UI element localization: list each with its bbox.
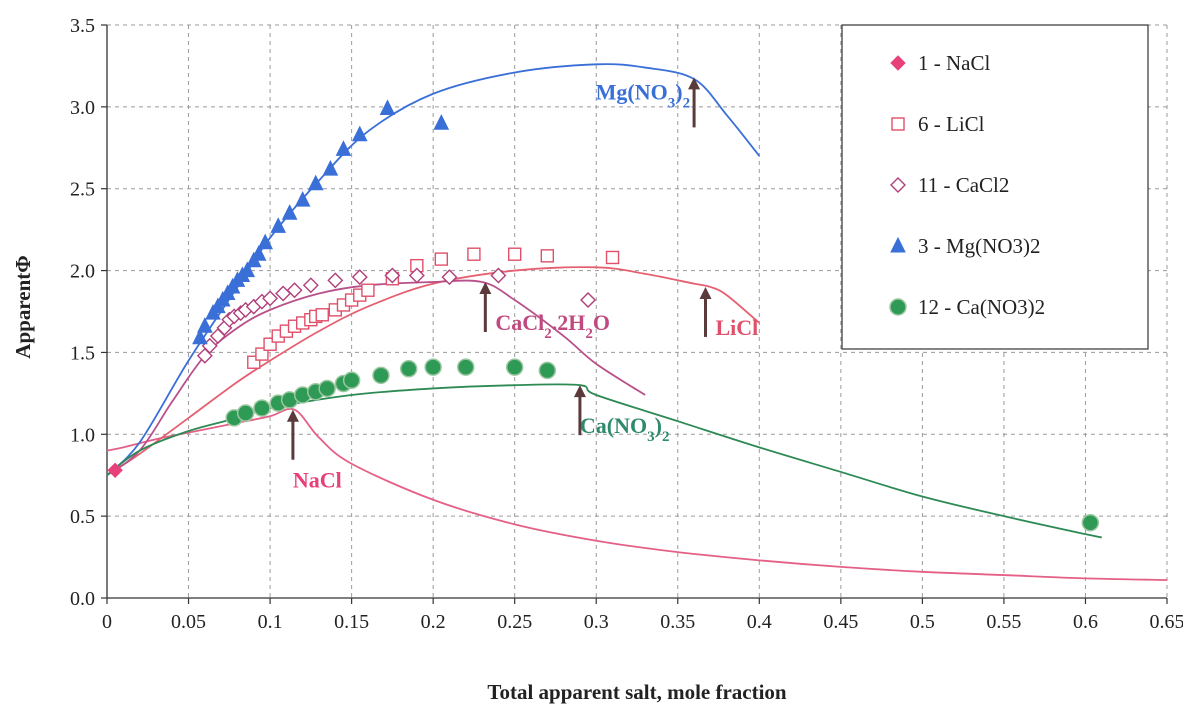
point-licl — [507, 247, 522, 261]
model-curve-cacl2 — [106, 279, 646, 476]
arrowhead-mg-no3-2 — [688, 77, 701, 90]
data-points — [107, 99, 1100, 532]
y-tick-label: 0.5 — [70, 506, 95, 528]
label-licl: LiCl — [715, 315, 758, 340]
x-tick-label: 0.15 — [334, 611, 369, 633]
point-licl — [315, 308, 329, 322]
y-tick-label: 3.0 — [70, 97, 95, 119]
x-tick-label: 0.45 — [823, 611, 858, 633]
point-cacl2 — [302, 277, 319, 294]
point-cacl2 — [580, 292, 597, 309]
model-curve-mg-no3-2 — [106, 63, 761, 476]
point-ca-no3-2 — [505, 358, 524, 376]
point-mg-no3-2 — [239, 261, 256, 278]
point-ca-no3-2 — [318, 379, 336, 398]
legend-label-nacl: 1 - NaCl — [918, 51, 990, 75]
point-cacl2 — [408, 267, 425, 284]
point-ca-no3-2 — [1081, 513, 1100, 532]
legend-label-ca-no3-2: 12 - Ca(NO3)2 — [918, 295, 1045, 319]
point-nacl — [107, 462, 123, 479]
x-tick-label: 0.4 — [747, 611, 772, 633]
x-tick-label: 0.6 — [1073, 611, 1098, 633]
model-curves — [106, 63, 1168, 581]
x-tick-label: 0.2 — [421, 611, 446, 633]
x-tick-label: 0.1 — [258, 611, 283, 633]
point-mg-no3-2 — [322, 159, 339, 176]
legend-label-cacl2: 11 - CaCl2 — [918, 173, 1009, 197]
axes — [101, 24, 1168, 604]
x-tick-label: 0.65 — [1150, 611, 1183, 633]
point-licl — [361, 283, 375, 297]
point-ca-no3-2 — [236, 404, 255, 422]
arrowhead-ca-no3-2 — [573, 385, 586, 398]
point-mg-no3-2 — [335, 140, 352, 156]
point-mg-no3-2 — [351, 125, 368, 142]
y-tick-label: 1.0 — [70, 424, 95, 446]
x-axis-title: Total apparent salt, mole fraction — [487, 680, 787, 704]
point-licl — [255, 347, 269, 361]
label-cacl2-2h2o: CaCl2.2H2O — [495, 310, 610, 342]
label-ca-no3-2: Ca(NO3)2 — [580, 413, 670, 445]
legend-marker-ca-no3-2 — [889, 298, 907, 316]
point-cacl2 — [351, 269, 368, 286]
point-mg-no3-2 — [307, 174, 324, 191]
label-nacl: NaCl — [293, 468, 342, 493]
point-cacl2 — [441, 269, 458, 286]
point-cacl2 — [384, 267, 401, 284]
point-mg-no3-2 — [192, 328, 208, 345]
legend-marker-mg-no3-2 — [890, 236, 906, 253]
point-cacl2 — [286, 282, 303, 299]
x-tick-label: 0.55 — [986, 611, 1021, 633]
point-ca-no3-2 — [457, 358, 475, 376]
point-ca-no3-2 — [253, 399, 271, 417]
arrowhead-cacl2-2h2o — [479, 282, 492, 295]
y-tick-label: 1.5 — [70, 342, 95, 364]
point-mg-no3-2 — [294, 191, 311, 207]
legend-label-mg-no3-2: 3 - Mg(NO3)2 — [918, 234, 1040, 258]
point-cacl2 — [327, 272, 344, 289]
legend-marker-cacl2 — [890, 177, 906, 193]
point-mg-no3-2 — [270, 217, 287, 233]
x-tick-label: 0.35 — [660, 611, 695, 633]
point-mg-no3-2 — [281, 204, 298, 220]
x-tick-label: 0.05 — [171, 611, 206, 633]
legend-label-licl: 6 - LiCl — [918, 112, 985, 136]
point-cacl2 — [262, 290, 279, 307]
point-cacl2 — [275, 285, 292, 302]
legend-marker-licl — [891, 117, 905, 131]
point-mg-no3-2 — [197, 317, 213, 333]
point-licl — [434, 252, 449, 266]
x-tick-label: 0 — [102, 611, 112, 633]
point-ca-no3-2 — [342, 371, 361, 390]
point-ca-no3-2 — [399, 360, 418, 378]
y-tick-label: 2.5 — [70, 179, 95, 201]
point-mg-no3-2 — [433, 114, 450, 130]
x-tick-label: 0.5 — [910, 611, 935, 633]
point-mg-no3-2 — [379, 99, 396, 115]
point-mg-no3-2 — [257, 233, 273, 250]
x-tick-label: 0.3 — [584, 611, 609, 633]
tick-labels: 0.0 0.5 1.0 1.5 2.0 2.5 3.0 3.5 0 0.05 0.1 0.15 0.2 0… — [70, 15, 1183, 633]
y-tick-label: 0.0 — [70, 588, 95, 610]
legend-marker-nacl — [890, 55, 906, 71]
point-ca-no3-2 — [538, 361, 557, 380]
point-cacl2 — [490, 267, 507, 284]
point-ca-no3-2 — [424, 358, 442, 376]
point-licl — [540, 249, 555, 263]
y-axis-title: ApparentΦ — [11, 255, 35, 358]
point-mg-no3-2 — [250, 245, 267, 261]
y-tick-label: 2.0 — [70, 261, 95, 283]
point-licl — [605, 250, 620, 265]
arrowhead-licl — [699, 286, 712, 299]
point-licl — [467, 247, 481, 261]
legend: 1 - NaCl 6 - LiCl 11 - CaCl2 3 - Mg(NO3)2 12… — [841, 24, 1149, 350]
point-ca-no3-2 — [372, 366, 390, 385]
arrowhead-nacl — [286, 409, 299, 422]
y-tick-label: 3.5 — [70, 15, 95, 37]
model-curve-nacl — [106, 408, 1168, 581]
x-tick-label: 0.25 — [497, 611, 532, 633]
